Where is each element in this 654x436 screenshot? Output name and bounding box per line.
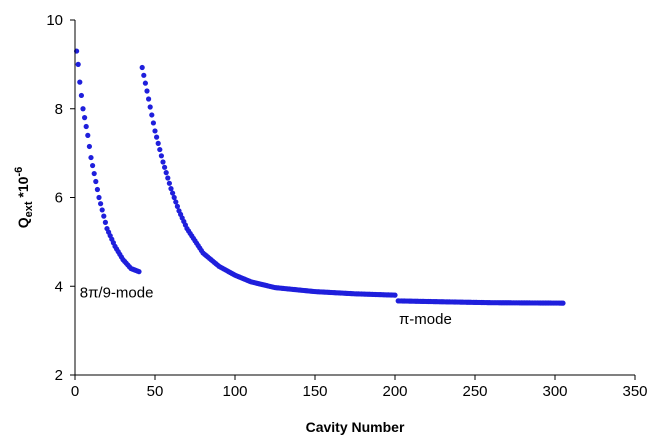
data-point [157,146,163,153]
data-point [85,132,91,138]
data-point [141,72,147,78]
data-point [160,159,166,165]
data-point [154,134,160,140]
data-point [147,104,153,110]
y-tick-label: 8 [55,101,63,118]
x-axis-ticks: 0 50 100 150 200 250 300 350 [71,375,648,400]
data-point [88,154,94,161]
data-point [78,92,84,99]
y-axis-title-sub: ext [23,201,35,217]
data-point [93,178,99,185]
y-tick-label: 6 [55,190,63,207]
data-point [80,106,86,112]
y-axis-title-sup: -6 [13,167,25,177]
data-point [83,123,89,130]
data-point [152,128,158,134]
data-point [392,292,398,298]
data-point [149,112,155,118]
data-point [162,164,168,170]
data-point [136,269,142,275]
y-tick-label: 10 [46,12,63,29]
data-point [163,170,169,176]
data-point [86,143,92,150]
y-axis-ticks: 2 4 6 8 10 [46,12,75,384]
data-point [173,199,179,205]
data-point [99,207,105,213]
annotations: 8π/9-mode π-mode [80,284,452,328]
data-points [74,48,566,306]
x-tick-label: 150 [302,383,327,400]
data-point [102,219,108,225]
x-tick-label: 350 [622,383,647,400]
data-point [170,190,176,196]
data-point [101,213,107,219]
data-point [96,194,102,201]
y-axis-title-mid: *10 [15,176,31,201]
data-point [82,115,88,121]
data-point [150,120,156,126]
x-tick-label: 100 [222,383,247,400]
x-axis-title: Cavity Number [306,419,405,435]
data-point [77,79,83,85]
data-point [142,80,148,86]
data-point [155,140,161,146]
x-tick-label: 200 [382,383,407,400]
data-point [166,180,172,186]
data-point [165,175,171,181]
axes [74,20,635,376]
data-point [94,186,100,193]
mode-annotation: 8π/9-mode [80,284,154,301]
data-point [146,96,152,102]
data-point [91,170,97,177]
data-point [98,201,104,207]
data-point [139,64,145,71]
mode-annotation: π-mode [399,311,452,328]
data-point [158,153,164,159]
data-point [174,203,180,209]
y-tick-label: 4 [55,278,63,295]
x-tick-label: 0 [71,383,79,400]
y-tick-label: 2 [55,367,63,384]
data-point [168,186,174,192]
x-tick-label: 300 [542,383,567,400]
y-axis-title: Qext *10-6 [13,167,35,229]
data-point [560,300,566,306]
data-point [75,61,81,67]
x-tick-label: 250 [462,383,487,400]
data-point [90,162,96,169]
x-tick-label: 50 [147,383,164,400]
y-axis-title-main: Q [15,217,31,228]
data-point [144,88,150,94]
data-point [171,194,177,201]
